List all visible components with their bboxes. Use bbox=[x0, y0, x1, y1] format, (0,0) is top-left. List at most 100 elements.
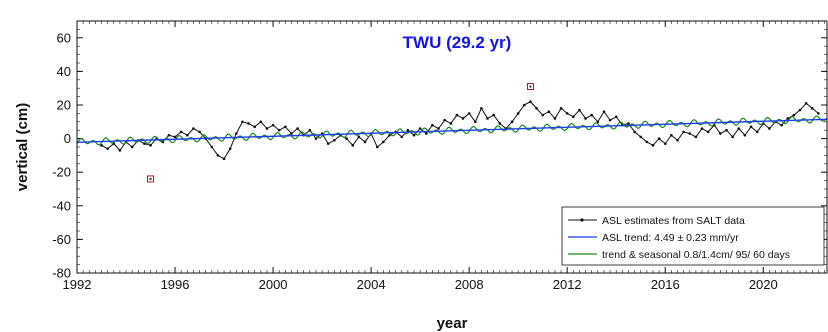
asl-estimate-point bbox=[798, 108, 802, 112]
legend-box bbox=[561, 206, 825, 266]
chart-title: TWU (29.2 yr) bbox=[403, 33, 512, 52]
asl-estimate-point bbox=[706, 130, 710, 134]
asl-estimate-point bbox=[271, 123, 275, 127]
asl-estimate-point bbox=[333, 138, 336, 142]
asl-estimate-point bbox=[510, 120, 514, 124]
legend-label-asl-estimates: ASL estimates from SALT data bbox=[602, 215, 745, 227]
ticks-layer: 1992 1996 2000 2004 2008 2012 2016 2020 -80 -60 -4… bbox=[52, 20, 827, 292]
asl-estimate-point bbox=[167, 133, 171, 137]
asl-estimate-point bbox=[290, 132, 293, 135]
asl-estimate-point bbox=[627, 122, 630, 125]
asl-estimate-point bbox=[118, 149, 122, 152]
outlier-marker bbox=[147, 175, 155, 183]
asl-estimate-point bbox=[357, 135, 361, 139]
legend-item-trend-seasonal: trend & seasonal 0.8/1.4cm/ 95/ 60 days bbox=[568, 249, 790, 261]
asl-estimate-point bbox=[284, 125, 287, 129]
asl-estimate-point bbox=[259, 120, 263, 124]
x-tick-label: 1996 bbox=[161, 277, 190, 292]
asl-estimate-point bbox=[424, 132, 428, 135]
asl-estimate-point bbox=[688, 132, 692, 135]
y-tick-label: -80 bbox=[52, 266, 71, 281]
legend-item-asl-trend: ASL trend: 4.49 ± 0.23 mm/yr bbox=[568, 232, 739, 244]
asl-estimate-point bbox=[633, 130, 636, 134]
asl-estimate-point bbox=[314, 137, 318, 140]
asl-estimate-point bbox=[535, 107, 538, 110]
asl-estimate-point bbox=[388, 133, 391, 137]
asl-estimate-point bbox=[486, 117, 489, 120]
asl-estimate-point bbox=[663, 142, 667, 145]
asl-estimate-point bbox=[541, 113, 544, 117]
asl-estimate-point bbox=[529, 100, 532, 103]
series-asl-trend-line bbox=[76, 118, 828, 143]
asl-estimate-point bbox=[431, 123, 434, 127]
x-tick-label: 2004 bbox=[357, 277, 386, 292]
asl-estimate-point bbox=[437, 127, 440, 130]
asl-estimate-point bbox=[694, 135, 698, 139]
asl-estimate-point bbox=[412, 133, 416, 137]
asl-estimate-point bbox=[400, 135, 404, 139]
asl-estimate-point bbox=[210, 145, 214, 149]
asl-estimate-point bbox=[198, 130, 201, 134]
asl-estimate-point bbox=[449, 122, 453, 125]
asl-estimate-point bbox=[106, 147, 109, 150]
asl-estimate-point bbox=[467, 112, 471, 115]
y-axis-title: vertical (cm) bbox=[14, 103, 31, 191]
asl-estimate-point bbox=[443, 118, 446, 122]
series-asl-estimates-line bbox=[101, 101, 819, 160]
asl-estimate-point bbox=[810, 107, 814, 110]
asl-estimate-point bbox=[792, 113, 796, 117]
asl-estimate-point bbox=[584, 117, 587, 120]
asl-estimate-point bbox=[253, 125, 256, 129]
asl-estimate-point bbox=[461, 117, 465, 120]
legend: ASL estimates from SALT data ASL trend: … bbox=[561, 206, 825, 266]
asl-estimate-point bbox=[179, 130, 183, 134]
asl-estimate-point bbox=[651, 144, 655, 147]
asl-estimate-point bbox=[473, 120, 477, 124]
asl-estimate-point bbox=[639, 135, 643, 139]
asl-estimate-point bbox=[351, 144, 355, 147]
asl-estimate-point bbox=[382, 140, 385, 144]
asl-estimate-point bbox=[676, 138, 679, 142]
x-tick-label: 2008 bbox=[455, 277, 484, 292]
x-tick-label: 2012 bbox=[553, 277, 582, 292]
asl-estimate-point bbox=[185, 133, 189, 137]
y-tick-label: -20 bbox=[52, 165, 71, 180]
asl-estimate-point bbox=[222, 157, 226, 161]
asl-estimate-point bbox=[670, 133, 673, 137]
outlier-point bbox=[529, 85, 532, 88]
asl-estimate-point bbox=[143, 142, 146, 145]
x-axis-title: year bbox=[437, 315, 468, 332]
asl-estimate-point bbox=[682, 130, 685, 134]
x-tick-label: 2020 bbox=[749, 277, 778, 292]
y-tick-label: -60 bbox=[52, 232, 71, 247]
asl-estimate-point bbox=[786, 117, 790, 120]
asl-estimate-point bbox=[596, 120, 600, 124]
y-tick-label: -40 bbox=[52, 198, 71, 213]
asl-estimate-point bbox=[737, 127, 741, 130]
asl-estimate-point bbox=[559, 107, 563, 110]
asl-estimate-point bbox=[645, 140, 649, 144]
asl-estimate-point bbox=[406, 128, 410, 132]
series-trend-seasonal-line bbox=[76, 115, 828, 146]
x-tick-label: 2000 bbox=[259, 277, 288, 292]
asl-estimate-point bbox=[755, 130, 759, 134]
asl-estimate-point bbox=[216, 154, 220, 157]
y-tick-label: 60 bbox=[57, 30, 71, 45]
asl-estimate-point bbox=[523, 103, 526, 107]
asl-estimate-point bbox=[173, 135, 177, 139]
asl-estimate-point bbox=[235, 132, 238, 135]
legend-label-asl-trend: ASL trend: 4.49 ± 0.23 mm/yr bbox=[602, 232, 739, 244]
asl-estimate-point bbox=[657, 137, 661, 140]
asl-estimate-point bbox=[100, 144, 103, 147]
asl-estimate-point bbox=[480, 107, 483, 110]
asl-estimate-point bbox=[363, 140, 367, 144]
y-tick-label: 0 bbox=[64, 131, 71, 146]
asl-estimate-point bbox=[296, 127, 299, 130]
asl-estimate-point bbox=[608, 118, 612, 122]
asl-estimate-point bbox=[265, 127, 269, 130]
asl-estimate-point bbox=[455, 113, 459, 117]
asl-estimate-point bbox=[578, 108, 581, 112]
asl-estimate-point bbox=[345, 137, 348, 140]
y-tick-label: 40 bbox=[57, 64, 71, 79]
